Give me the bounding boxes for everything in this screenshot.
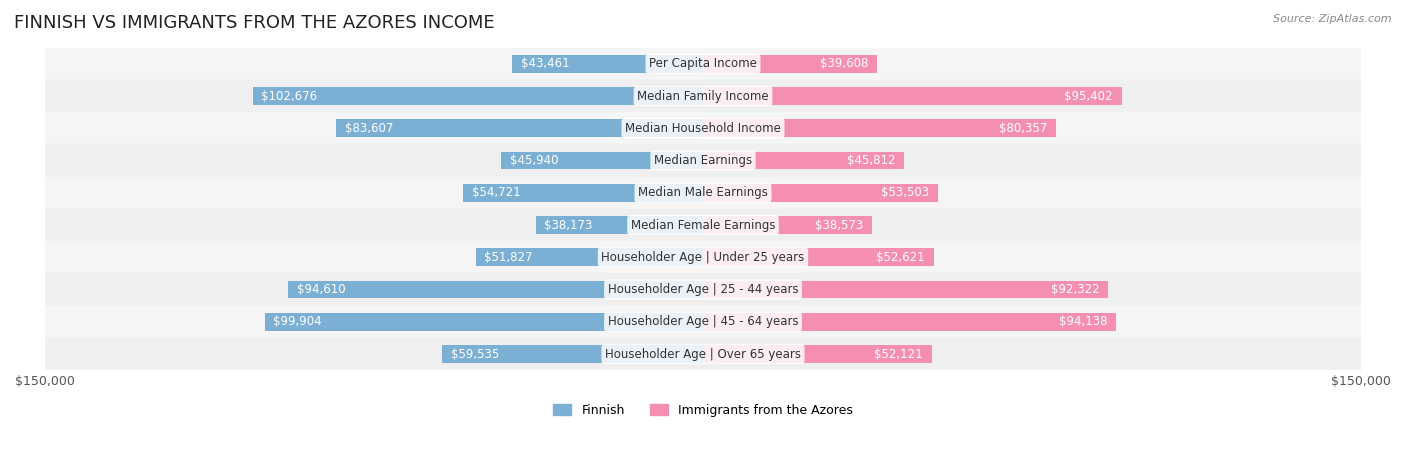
Text: $102,676: $102,676 [262,90,318,103]
Bar [441,345,703,363]
Bar [288,281,703,298]
Text: $43,461: $43,461 [522,57,569,71]
Text: Source: ZipAtlas.com: Source: ZipAtlas.com [1274,14,1392,24]
Bar [475,248,703,266]
Bar [45,338,1361,370]
Text: Householder Age | Under 25 years: Householder Age | Under 25 years [602,251,804,264]
Text: $59,535: $59,535 [450,347,499,361]
Bar [336,120,703,137]
Text: $38,173: $38,173 [544,219,593,232]
Bar [253,87,703,105]
Bar [463,184,703,202]
Bar [502,152,703,170]
Bar [703,184,938,202]
Bar [264,313,703,331]
Bar [512,55,703,73]
Bar [703,345,932,363]
Legend: Finnish, Immigrants from the Azores: Finnish, Immigrants from the Azores [547,399,859,422]
Bar [45,144,1361,177]
Text: $99,904: $99,904 [274,315,322,328]
Text: Median Earnings: Median Earnings [654,154,752,167]
Text: $38,573: $38,573 [815,219,863,232]
Bar [45,274,1361,306]
Text: $92,322: $92,322 [1050,283,1099,296]
Text: $53,503: $53,503 [880,186,929,199]
Bar [45,112,1361,144]
Text: $83,607: $83,607 [344,122,394,135]
Bar [45,209,1361,241]
Text: Householder Age | 45 - 64 years: Householder Age | 45 - 64 years [607,315,799,328]
Text: $45,812: $45,812 [846,154,896,167]
Bar [45,306,1361,338]
Bar [703,248,934,266]
Bar [703,313,1116,331]
Text: Median Household Income: Median Household Income [626,122,780,135]
Text: $51,827: $51,827 [485,251,533,264]
Text: $95,402: $95,402 [1064,90,1112,103]
Bar [45,48,1361,80]
Bar [703,152,904,170]
Text: $54,721: $54,721 [471,186,520,199]
Bar [45,241,1361,274]
Text: $52,621: $52,621 [876,251,925,264]
Text: Per Capita Income: Per Capita Income [650,57,756,71]
Bar [703,55,877,73]
Bar [536,216,703,234]
Bar [45,80,1361,112]
Text: $39,608: $39,608 [820,57,868,71]
Text: $45,940: $45,940 [510,154,558,167]
Text: $52,121: $52,121 [875,347,922,361]
Bar [703,216,872,234]
Text: $94,610: $94,610 [297,283,346,296]
Text: $80,357: $80,357 [998,122,1046,135]
Bar [45,177,1361,209]
Text: Median Male Earnings: Median Male Earnings [638,186,768,199]
Text: Median Family Income: Median Family Income [637,90,769,103]
Bar [703,87,1122,105]
Text: Householder Age | Over 65 years: Householder Age | Over 65 years [605,347,801,361]
Text: Householder Age | 25 - 44 years: Householder Age | 25 - 44 years [607,283,799,296]
Text: FINNISH VS IMMIGRANTS FROM THE AZORES INCOME: FINNISH VS IMMIGRANTS FROM THE AZORES IN… [14,14,495,32]
Text: Median Female Earnings: Median Female Earnings [631,219,775,232]
Bar [703,120,1056,137]
Text: $94,138: $94,138 [1059,315,1107,328]
Bar [703,281,1108,298]
